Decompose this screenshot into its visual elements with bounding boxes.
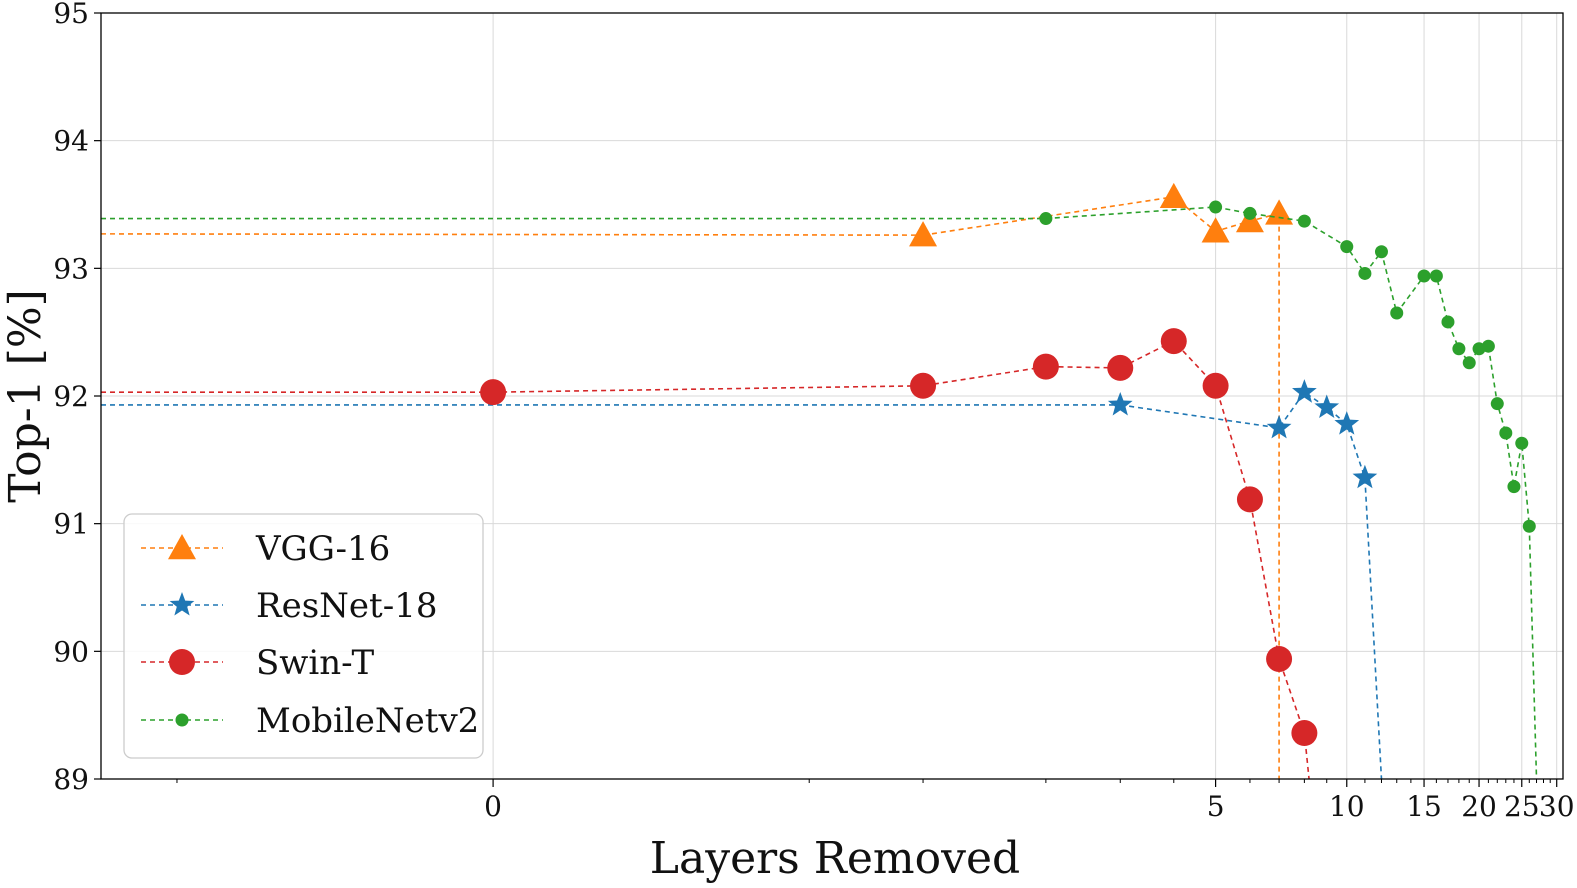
- y-tick-label: 93: [53, 252, 89, 285]
- y-axis-label: Top-1 [%]: [0, 289, 51, 503]
- series-swin-t: [101, 328, 1318, 780]
- legend-marker: [175, 713, 189, 727]
- series-layer: [100, 182, 1538, 780]
- data-point: [909, 221, 938, 247]
- x-tick-label: 10: [1329, 790, 1365, 823]
- data-point: [1462, 356, 1476, 370]
- data-point: [1160, 328, 1187, 355]
- series-resnet-18: [101, 379, 1383, 780]
- data-point: [1314, 394, 1340, 419]
- data-point: [480, 379, 507, 406]
- legend-item: Swin-T: [141, 643, 374, 683]
- data-point: [1159, 182, 1188, 209]
- data-point: [1265, 199, 1294, 225]
- x-tick-label: 25: [1504, 790, 1540, 823]
- data-point: [1481, 339, 1495, 353]
- data-point: [1352, 464, 1378, 489]
- legend-item: VGG-16: [141, 529, 390, 569]
- data-point: [1209, 200, 1223, 214]
- x-tick-label: 15: [1406, 790, 1442, 823]
- series-mobilenetv2: [101, 200, 1538, 780]
- y-tick-label: 94: [53, 125, 89, 158]
- data-point: [1522, 519, 1536, 533]
- series-vgg-16: [100, 182, 1294, 779]
- legend-label: Swin-T: [256, 643, 374, 683]
- data-point: [1292, 379, 1317, 403]
- data-point: [1452, 342, 1466, 356]
- data-point: [1039, 212, 1053, 226]
- tick-labels: 89 90 91 92 93 94 95 0 5 10 15 20 25 30: [53, 0, 1574, 823]
- data-point: [1107, 354, 1134, 381]
- series-line: [922, 195, 1280, 779]
- y-tick-label: 95: [53, 0, 89, 30]
- data-point: [1202, 372, 1229, 399]
- legend-box: [123, 513, 484, 759]
- x-tick-label: 0: [484, 790, 502, 823]
- data-point: [1201, 217, 1230, 243]
- y-tick-label: 90: [53, 635, 89, 668]
- data-point: [1507, 480, 1521, 494]
- legend-label: ResNet-18: [256, 586, 437, 626]
- y-tick-label: 89: [53, 763, 89, 796]
- data-point: [1297, 214, 1311, 228]
- legend-marker: [168, 534, 196, 560]
- axis-ticks: [94, 12, 1558, 787]
- legend-marker: [169, 592, 195, 616]
- data-point: [910, 372, 937, 399]
- x-tick-label: 5: [1207, 790, 1225, 823]
- grid-lines: [101, 12, 1563, 780]
- data-point: [1499, 426, 1513, 440]
- y-tick-label: 92: [53, 380, 89, 413]
- data-point: [1266, 414, 1292, 439]
- legend-label: MobileNetv2: [256, 701, 479, 741]
- data-point: [1390, 306, 1404, 320]
- x-tick-label: 20: [1461, 790, 1497, 823]
- data-point: [1515, 436, 1529, 450]
- data-point: [1334, 411, 1360, 435]
- series-line: [1120, 391, 1383, 780]
- data-point: [1429, 269, 1443, 283]
- series-line: [493, 340, 1310, 780]
- legend-item: ResNet-18: [141, 586, 437, 626]
- data-point: [1266, 645, 1293, 672]
- data-point: [1358, 266, 1372, 280]
- data-point: [1107, 391, 1133, 416]
- legend: VGG-16 ResNet-18 Swin-T MobileNetv2: [123, 513, 484, 759]
- series-baseline-line: [100, 233, 924, 236]
- data-point: [1340, 240, 1354, 254]
- data-point: [1417, 269, 1431, 283]
- data-point: [1032, 353, 1059, 380]
- x-tick-label: 30: [1539, 790, 1575, 823]
- data-point: [1374, 245, 1388, 259]
- x-axis-label: Layers Removed: [650, 833, 1020, 884]
- legend-label: VGG-16: [255, 529, 390, 569]
- data-point: [1490, 397, 1504, 411]
- y-tick-label: 91: [53, 508, 89, 541]
- data-point: [1236, 486, 1263, 513]
- data-point: [1243, 206, 1257, 220]
- data-point: [1291, 720, 1318, 747]
- legend-marker: [169, 649, 195, 675]
- data-point: [1441, 315, 1455, 329]
- legend-item: MobileNetv2: [141, 701, 479, 741]
